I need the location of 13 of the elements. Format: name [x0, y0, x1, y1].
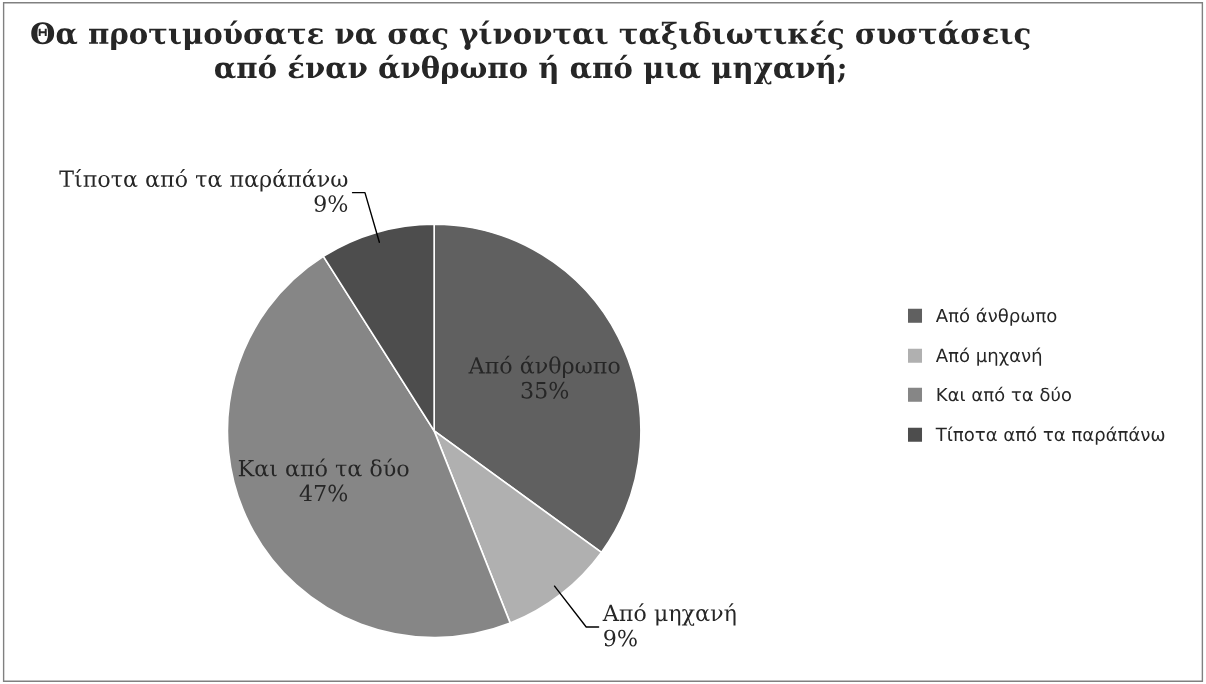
data-label: 9% [604, 629, 637, 647]
data-label: 9% [314, 195, 348, 213]
slice-label: Από άνθρωπο [468, 355, 620, 379]
slice-label: Από μηχανή [602, 603, 736, 626]
legend-label: Και από τα δύο [937, 386, 1071, 402]
slice-label: Τίποτα από τα παράπάνω [59, 169, 348, 192]
chart-title: Θα προτιμούσατε να σας γίνονται ταξιδιωτικές συστάσεις από έναν άνθρωπο ή από μια μηχανή; [31, 20, 1030, 85]
data-label: 35% [521, 381, 569, 399]
legend-label: Από μηχανή [935, 347, 1042, 366]
legend-label: Τίποτα από τα παράπάνω [935, 426, 1165, 445]
slice-label: Και από τα δύο [238, 458, 409, 477]
legend-label: Από άνθρωπο [935, 307, 1057, 326]
data-label: 47% [299, 484, 348, 502]
